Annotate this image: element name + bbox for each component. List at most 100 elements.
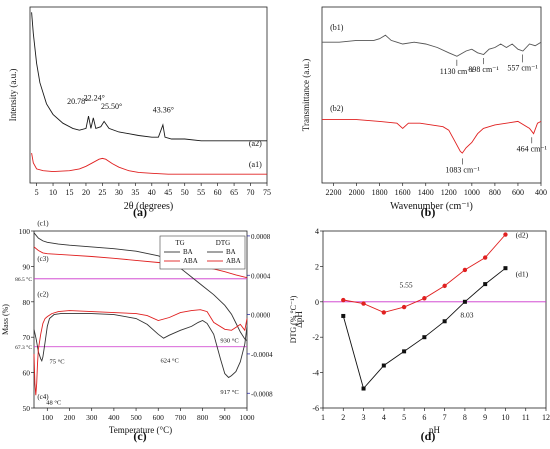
x-tick-label-b: 1200: [441, 188, 457, 197]
panel-label-c: (c): [133, 429, 146, 443]
series-line-d-0: [342, 267, 506, 390]
x-tick-label-a: 10: [49, 188, 57, 197]
series-label-d: (d2): [516, 231, 529, 240]
annotation-b: 898 cm⁻¹: [468, 65, 499, 74]
legend-box-c: [159, 235, 246, 270]
y-axis-title-a: Intensity (a.u.): [8, 69, 18, 122]
plot-frame-b: [321, 6, 542, 184]
x-tick-label-a: 50: [181, 188, 189, 197]
series-line-a-1: [31, 153, 267, 175]
series-line-c-2: [33, 313, 248, 379]
data-point-d2: [341, 297, 346, 303]
annotation-c: 624 °C: [160, 358, 178, 365]
y-tick-label-c: 90: [23, 262, 31, 271]
data-point-d1: [462, 299, 467, 304]
annotation-a: 25.50°: [101, 102, 122, 111]
series-label-b: (b2): [330, 104, 344, 113]
x-tick-label-c: 800: [197, 413, 209, 422]
x-tick-label-b: 2200: [326, 188, 342, 197]
x-tick-label-b: 1800: [372, 188, 388, 197]
y-tick-label-c: 100: [19, 227, 31, 236]
x-tick-label-b: 1400: [418, 188, 434, 197]
x-tick-label-c: 600: [153, 413, 165, 422]
x-tick-label-c: 400: [108, 413, 120, 422]
data-point-d2: [381, 310, 387, 315]
data-point-d2: [361, 301, 366, 306]
annotation-b: 1083 cm⁻¹: [445, 165, 480, 174]
x-tick-label-d: 9: [483, 413, 487, 422]
annotation-d: 8.03: [460, 311, 473, 320]
legend-title-c: TG: [175, 239, 184, 247]
panel-label-d: (d): [421, 429, 436, 443]
series-line-a-0: [31, 12, 267, 142]
series-label-c: (c2): [37, 290, 49, 298]
x-tick-label-d: 11: [522, 413, 530, 422]
x-tick-label-d: 2: [341, 413, 345, 422]
annotation-c: 930 °C: [220, 338, 238, 345]
x-tick-label-d: 5: [402, 413, 406, 422]
legend-entry-c: ABA: [183, 257, 198, 265]
series-label-c: (c4): [37, 393, 49, 401]
x-tick-label-d: 7: [443, 413, 447, 422]
series-label-b: (b1): [330, 23, 344, 32]
x-tick-label-a: 75: [263, 188, 271, 197]
x-tick-label-b: 2000: [349, 188, 365, 197]
series-line-b-0: [322, 34, 542, 57]
x-axis-title-d: pH: [429, 425, 441, 435]
plot-frame-d: [322, 230, 547, 409]
x-tick-label-a: 45: [164, 188, 172, 197]
annotation-b: 1130 cm⁻¹: [440, 67, 475, 76]
x-tick-label-c: 900: [219, 413, 231, 422]
x-tick-label-b: 1000: [464, 188, 480, 197]
reference-label-c: 86.5 °C: [15, 276, 32, 283]
x-tick-label-c: 700: [175, 413, 187, 422]
y-axis-title-b: Transmittance (a.u.): [301, 59, 311, 131]
y-axis-title-c: Mass (%): [1, 304, 10, 335]
annotation-a: 20.78°: [67, 97, 88, 106]
legend-entry-c: BA: [226, 248, 236, 256]
y-tick-label-c: 50: [23, 404, 31, 413]
y-axis-title-d: ΔpH: [294, 311, 304, 328]
y-tick-label-d: -6: [312, 404, 319, 413]
data-point-d1: [381, 363, 386, 368]
legend-entry-c: BA: [183, 248, 193, 256]
y2-tick-label-c: 0.0004: [251, 272, 271, 280]
x-tick-label-b: 800: [489, 188, 501, 197]
data-point-d2: [462, 267, 468, 273]
x-tick-label-a: 40: [148, 188, 156, 197]
x-tick-label-a: 65: [230, 188, 238, 197]
y-tick-label-d: 0: [315, 298, 319, 307]
data-point-d1: [442, 319, 447, 324]
annotation-b: 464 cm⁻¹: [517, 144, 548, 153]
annotation-c: 917 °C: [220, 389, 238, 396]
series-line-c-1: [33, 246, 248, 279]
x-tick-label-a: 55: [197, 188, 205, 197]
y2-tick-label-c: -0.0004: [251, 351, 273, 359]
x-tick-label-a: 60: [214, 188, 222, 197]
x-tick-label-b: 600: [512, 188, 524, 197]
x-tick-label-d: 4: [382, 413, 386, 422]
data-point-d2: [482, 255, 488, 260]
x-tick-label-d: 3: [362, 413, 366, 422]
annotation-b: 557 cm⁻¹: [507, 63, 538, 72]
x-tick-label-c: 300: [86, 413, 98, 422]
annotation-a: 43.36°: [153, 106, 174, 115]
y2-tick-label-c: 0.0000: [251, 312, 271, 320]
x-tick-label-a: 30: [115, 188, 123, 197]
x-tick-label-c: 200: [64, 413, 76, 422]
data-point-d1: [503, 266, 508, 271]
series-line-d-1: [343, 234, 506, 313]
data-point-d1: [341, 313, 346, 318]
data-point-d1: [361, 386, 366, 391]
series-label-a: (a2): [249, 139, 262, 148]
annotation-c: 75 °C: [50, 358, 65, 365]
y2-axis-title-c: DTG (% °C⁻¹): [289, 295, 298, 343]
x-tick-label-d: 8: [463, 413, 467, 422]
x-tick-label-a: 5: [35, 188, 39, 197]
x-axis-title-a: 2θ (degrees): [124, 201, 174, 212]
x-axis-title-c: Temperature (°C): [109, 425, 172, 435]
y-tick-label-c: 80: [23, 298, 31, 307]
data-point-d2: [422, 296, 427, 301]
reference-label-c: 67.3 °C: [15, 344, 32, 351]
x-tick-label-d: 6: [422, 413, 426, 422]
